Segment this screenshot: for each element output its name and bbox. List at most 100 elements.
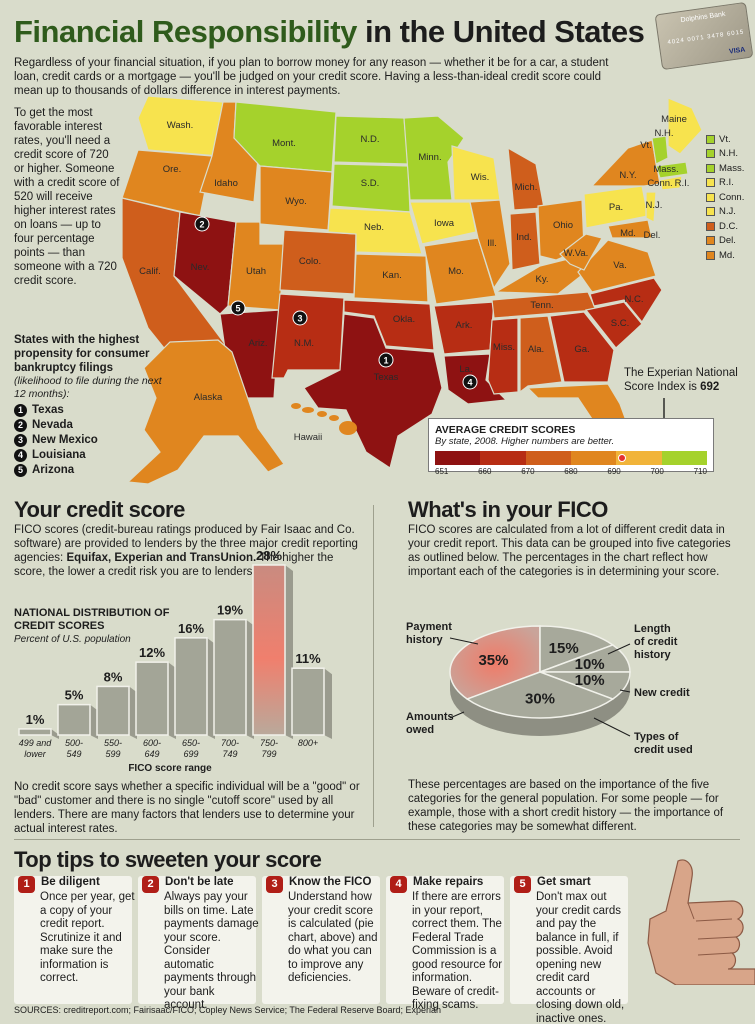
distribution-bar-chart: 1% 499 and lower 5% 500-549 8% 550-599 12% 600-6… (18, 548, 332, 774)
bar-value-label: 11% (295, 651, 321, 666)
intro-text: Regardless of your financial situation, … (14, 57, 609, 97)
your-credit-score-text: FICO scores (credit-bureau ratings produ… (14, 523, 362, 579)
bar-category-label: 550-599 (104, 738, 122, 759)
state-label-nm: N.M. (294, 338, 314, 349)
title-part-2: in the United States (356, 14, 645, 49)
ne-legend-row: Conn. (706, 190, 754, 205)
state-mi (507, 146, 545, 211)
state-mo (423, 237, 497, 305)
pie-leader-line (593, 717, 631, 737)
state-ak (126, 339, 285, 485)
scale-tick: 651 (435, 467, 449, 476)
scale-tick: 660 (478, 467, 492, 476)
ne-legend-swatch (706, 236, 715, 246)
tip-heading-row: 5 Get smart (514, 876, 632, 893)
ne-legend-swatch (706, 178, 715, 188)
state-label-la: La. (459, 364, 472, 375)
state-label-nh: N.H. (655, 128, 674, 139)
state-label-nj: N.J. (646, 200, 663, 211)
state-name: Nevada (32, 419, 73, 431)
bar-shadow (246, 619, 254, 739)
state-label-nd: N.D. (361, 134, 380, 145)
state-label-wis: Wis. (471, 172, 489, 183)
bar-800+ (291, 667, 325, 736)
ycs-text-1: FICO scores (credit-bureau ratings produ… (14, 524, 358, 564)
ne-legend-row: Del. (706, 234, 754, 249)
ne-legend-label: Del. (719, 235, 736, 247)
pie-leader-line (449, 711, 465, 719)
bar-499-and-lower (18, 728, 52, 736)
avg-scores-heading: AVERAGE CREDIT SCORES (435, 424, 576, 436)
fico-bottom-text: These percentages are based on the impor… (408, 779, 724, 833)
state-nc (589, 277, 663, 324)
ne-legend-row: Md. (706, 248, 754, 263)
scale-ticks: 651 660 670 680 690 700 710 (435, 467, 707, 476)
state-label-ri: R.I. (675, 178, 690, 189)
state-label-mass: Mass. (653, 164, 678, 175)
section-divider-vertical (373, 505, 374, 827)
tip-number-badge: 1 (18, 876, 35, 893)
bar-shadow (51, 728, 59, 739)
ne-legend-swatch (706, 221, 715, 231)
bar-value-label: 12% (139, 645, 165, 660)
state-in (509, 211, 541, 271)
tip-number-badge: 2 (142, 876, 159, 893)
ne-legend-label: N.H. (719, 148, 738, 160)
bankruptcy-subtitle: (likelihood to file during the next 12 m… (14, 375, 162, 400)
state-ma (655, 161, 689, 179)
state-ms (487, 317, 519, 395)
bar-axis-label: FICO score range (128, 763, 212, 774)
ycs-text-2: The higher the score, the lower a credit… (14, 552, 334, 578)
page-title: Financial Responsibility in the United S… (14, 14, 645, 50)
state-label-sd: S.D. (361, 178, 379, 189)
sources-line: SOURCES: creditreport.com; Fairisaac/FIC… (14, 1005, 441, 1015)
tip-heading: Make repairs (413, 876, 484, 888)
bankruptcy-item: 2 Nevada (14, 418, 174, 432)
pie-category-label-owed: Amounts owed (406, 711, 454, 736)
state-wa (137, 95, 224, 157)
bar-value-label: 28% (256, 548, 282, 563)
color-scale-bar (435, 451, 707, 465)
state-label-ill: Ill. (487, 238, 497, 249)
average-scores-legend: AVERAGE CREDIT SCORES By state, 2008. Hi… (428, 418, 714, 476)
bar-value-label: 16% (178, 621, 204, 636)
state-label-nev: Nev. (191, 262, 210, 273)
pie-category-label-types: Types of credit used (634, 731, 693, 756)
card-visa-logo: VISA (728, 46, 746, 56)
bar-category-label: 750-799 (260, 738, 278, 759)
state-nv (173, 211, 237, 315)
tip-heading: Get smart (537, 876, 591, 888)
tip-1: 1 Be diligent Once per year, get a copy of… (18, 876, 136, 986)
state-label-colo: Colo. (299, 256, 321, 267)
bar-category-label: 650-699 (182, 738, 200, 759)
state-label-ohio: Ohio (553, 220, 573, 231)
ne-legend-label: Mass. (719, 162, 745, 174)
tip-heading-row: 1 Be diligent (18, 876, 136, 893)
your-credit-bottom-text: No credit score says whether a specific … (14, 781, 360, 835)
card-bank-name: Dolphins Bank (680, 10, 726, 25)
bar-shadow (129, 686, 137, 739)
ne-legend-swatch (706, 163, 715, 173)
state-label-calif: Calif. (139, 266, 161, 277)
state-me (667, 97, 703, 155)
distribution-heading: NATIONAL DISTRIBUTION OF CREDIT SCORES (14, 607, 170, 632)
bankruptcy-list: States with the highest propensity for c… (14, 333, 174, 477)
state-label-mont: Mont. (272, 138, 296, 149)
bankruptcy-markers: 1 2 3 4 5 (194, 216, 478, 390)
tip-body: Don't max out your credit cards and pay … (536, 891, 625, 1024)
bar-shadow (324, 668, 332, 739)
pie-value-label: 35% (478, 652, 508, 669)
your-credit-score-title: Your credit score (14, 497, 185, 522)
state-va (577, 239, 657, 293)
state-label-ore: Ore. (163, 164, 181, 175)
pie-value-label: 15% (549, 640, 579, 657)
bankruptcy-item: 1 Texas (14, 403, 174, 417)
state-hi (291, 403, 357, 435)
state-label-okla: Okla. (393, 314, 415, 325)
state-nj (645, 191, 657, 223)
state-md-de (607, 219, 653, 239)
state-label-ariz: Ariz. (249, 338, 268, 349)
tip-body: Always pay your bills on time. Late paym… (164, 891, 259, 1011)
rank-number: 5 (14, 463, 27, 477)
